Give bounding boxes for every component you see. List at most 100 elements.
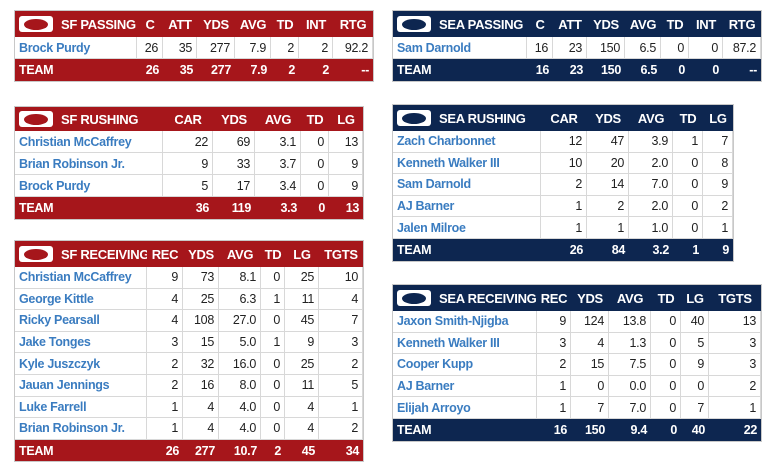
player-name: AJ Barner	[393, 375, 537, 398]
stat-cell: 14	[587, 174, 629, 196]
stat-cell: 108	[183, 310, 219, 332]
stat-cell: 5	[319, 374, 363, 397]
team-logo	[397, 16, 431, 32]
stat-cell: 10	[541, 152, 587, 175]
stat-cell: 0	[681, 375, 709, 398]
column-header: ATT	[558, 16, 582, 32]
stat-cell: 0	[673, 152, 703, 175]
stat-cell: 32	[183, 353, 219, 375]
stat-cell: 0	[651, 375, 681, 398]
stat-cell: 1	[541, 195, 587, 218]
stat-cell: 4	[147, 310, 183, 332]
column-header: LG	[709, 110, 727, 126]
total-label: TEAM	[19, 201, 54, 215]
stat-cell: 12	[541, 131, 587, 153]
team-logo	[397, 110, 431, 126]
table-title: SEA PASSING	[439, 16, 524, 32]
total-cell: 2	[322, 63, 329, 77]
stat-cell: 2	[299, 37, 333, 59]
stat-cell: 7	[703, 131, 733, 153]
stat-cell: 0	[651, 332, 681, 355]
stat-cell: 1	[147, 418, 183, 440]
stat-cell: 2	[319, 353, 363, 375]
header-row: SEA RECEIVING REC YDS AVG TD LG TGTS	[393, 285, 761, 311]
stat-cell: 1	[709, 397, 761, 419]
stat-cell: 7.0	[629, 174, 673, 196]
total-cell: 9.4	[630, 422, 648, 437]
total-cell: 23	[569, 63, 584, 77]
stat-cell: 8	[703, 152, 733, 175]
stat-cell: 40	[681, 311, 709, 333]
stat-table: SF RECEIVING REC YDS AVG TD LG TGTS Christian M…	[14, 240, 364, 463]
stat-cell: 124	[571, 311, 609, 333]
stat-table: SF RUSHING CAR YDS AVG TD LG Christian McCaffr…	[14, 106, 364, 220]
header-row: SF PASSING C ATT YDS AVG TD INT RTG	[15, 11, 373, 37]
player-row: Brock Purdy 26 35 277 7.9 2 2 92.2	[15, 37, 373, 59]
player-row: Zach Charbonnet 12 47 3.9 1 7	[393, 131, 733, 153]
total-cell: 16	[535, 63, 550, 77]
total-cell: 84	[611, 242, 626, 257]
total-cell: 16	[553, 422, 568, 437]
stat-cell: 0	[651, 311, 681, 333]
team-logo-mark	[24, 18, 48, 30]
column-header: YDS	[577, 290, 603, 306]
stat-cell: 3.9	[629, 131, 673, 153]
team-logo	[19, 246, 53, 262]
stat-cell: 1	[537, 397, 571, 419]
stat-cell: 1	[587, 217, 629, 239]
player-name: Luke Farrell	[15, 396, 147, 419]
column-header: TD	[657, 290, 675, 306]
stat-cell: 1	[261, 288, 285, 311]
stat-table: SF PASSING C ATT YDS AVG TD INT RTG Brock Purdy 2…	[14, 10, 374, 82]
stat-cell: 3	[709, 354, 761, 376]
column-header: TD	[276, 16, 294, 32]
player-row: Kenneth Walker III 10 20 2.0 0 8	[393, 152, 733, 175]
stat-cell: 9	[681, 354, 709, 376]
column-header: TD	[306, 111, 324, 127]
column-header: YDS	[593, 16, 619, 32]
stat-cell: 4	[183, 396, 219, 419]
table-title: SF RUSHING	[61, 111, 139, 127]
stat-cell: 7.0	[609, 397, 651, 419]
stat-cell: 16	[183, 374, 219, 397]
player-name: Brian Robinson Jr.	[15, 418, 147, 440]
stat-cell: 22	[163, 131, 213, 153]
player-name: Christian McCaffrey	[15, 131, 163, 153]
stat-cell: 3	[709, 332, 761, 355]
stat-cell: 3	[147, 331, 183, 354]
total-cell: 13	[345, 201, 360, 215]
total-cell: 26	[145, 63, 160, 77]
player-name: Ricky Pearsall	[15, 310, 147, 332]
stat-cell: 0	[301, 131, 329, 153]
title-cell: SEA RUSHING	[393, 105, 541, 131]
team-logo	[19, 16, 53, 32]
column-header: TD	[679, 110, 697, 126]
stat-cell: 3.7	[255, 153, 301, 175]
column-header: YDS	[188, 246, 214, 262]
title-cell: SEA PASSING	[393, 11, 527, 37]
stat-cell: 9	[285, 331, 319, 354]
total-cell: 1	[692, 242, 699, 257]
column-header: ATT	[168, 16, 192, 32]
stat-cell: 3.1	[255, 131, 301, 153]
team-total-row: TEAM 26 277 10.7 2 45 34	[15, 439, 363, 462]
column-header: TGTS	[718, 290, 752, 306]
column-header: LG	[337, 111, 355, 127]
stat-cell: 5	[163, 175, 213, 197]
stat-cell: 0	[651, 354, 681, 376]
column-header: REC	[540, 290, 568, 306]
stat-cell: 7	[319, 310, 363, 332]
stat-cell: 10	[319, 267, 363, 289]
stat-cell: 9	[703, 174, 733, 196]
player-name: Jaxon Smith-Njigba	[393, 311, 537, 333]
stat-table: SEA PASSING C ATT YDS AVG TD INT RTG Sam Darnold…	[392, 10, 762, 82]
column-header: LG	[293, 246, 311, 262]
column-header: INT	[695, 16, 717, 32]
player-name: Elijah Arroyo	[393, 397, 537, 419]
team-total-row: TEAM 26 35 277 7.9 2 2 --	[15, 59, 373, 81]
stat-cell: 3	[537, 332, 571, 355]
team-logo	[397, 290, 431, 306]
player-row: Brian Robinson Jr. 9 33 3.7 0 9	[15, 153, 363, 175]
column-header: YDS	[595, 110, 621, 126]
